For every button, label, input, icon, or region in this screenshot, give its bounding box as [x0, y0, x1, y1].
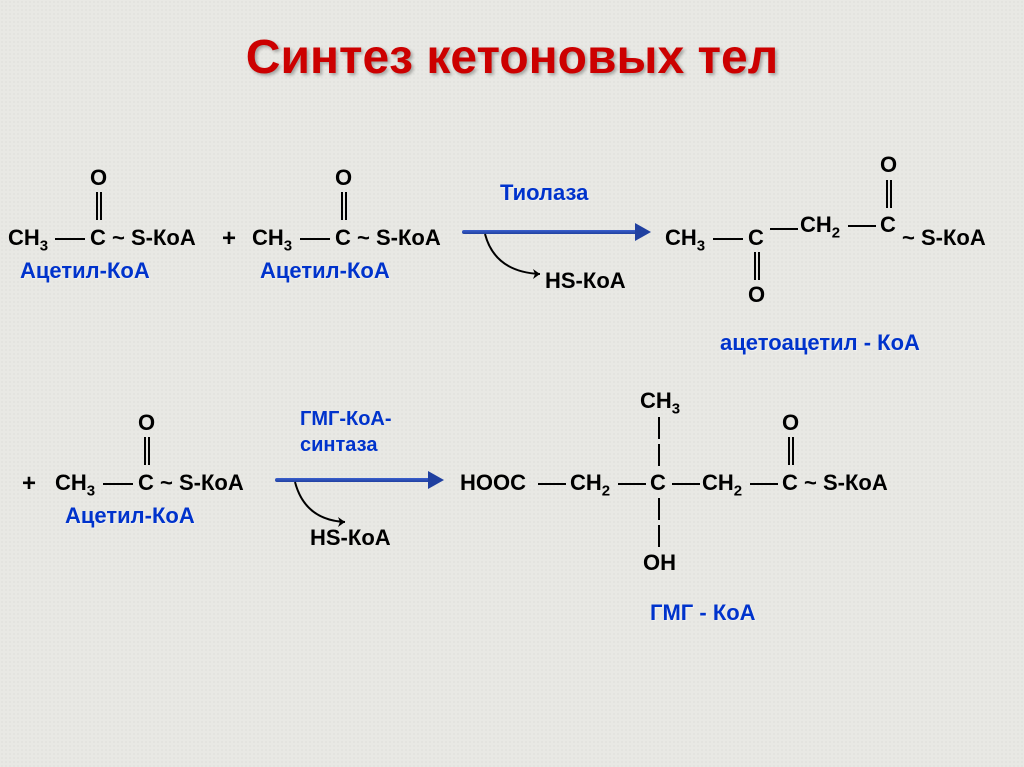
bond [618, 483, 646, 485]
bond [538, 483, 566, 485]
r1m1-ch3: CH3 [8, 225, 48, 254]
r2-curve [290, 480, 370, 530]
r2m-skoa: ~ S-КоА [160, 470, 244, 496]
r1p-skoa: ~ S-КоА [902, 225, 986, 251]
bond [658, 498, 660, 520]
bond [103, 483, 133, 485]
dbond [886, 180, 892, 208]
r1m1-o: O [90, 165, 107, 191]
r2p-ch2b: CH2 [702, 470, 742, 499]
r2p-hooc: HOOC [460, 470, 526, 496]
dbond [754, 252, 760, 280]
bond [55, 238, 85, 240]
dbond [341, 192, 347, 220]
r2m-c: C [138, 470, 154, 496]
r1m2-c: C [335, 225, 351, 251]
r2m-ch3: CH3 [55, 470, 95, 499]
r2p-ch2a: CH2 [570, 470, 610, 499]
bond [300, 238, 330, 240]
r2-byproduct: HS-КоА [310, 525, 391, 551]
r1p-label: ацетоацетил - КоА [720, 330, 920, 356]
r2m-o: O [138, 410, 155, 436]
r1m2-ch3: CH3 [252, 225, 292, 254]
r1m2-o: O [335, 165, 352, 191]
r2p-ch3top: CH3 [640, 388, 680, 417]
r1p-ch3: CH3 [665, 225, 705, 254]
r2p-oh: OH [643, 550, 676, 576]
slide-title: Синтез кетоновых тел [0, 30, 1024, 85]
r2p-c2: C [782, 470, 798, 496]
r2p-label: ГМГ - КоА [650, 600, 756, 626]
r1-enzyme: Тиолаза [500, 180, 588, 206]
r1m2-skoa: ~ S-КоА [357, 225, 441, 251]
r1-plus: + [222, 225, 236, 253]
dbond [96, 192, 102, 220]
r2-enzyme-l1: ГМГ-КоА- [300, 408, 392, 431]
bond [848, 225, 876, 227]
r2-plus: + [22, 470, 36, 498]
dbond [144, 437, 150, 465]
bond [713, 238, 743, 240]
r1m1-label: Ацетил-КоА [20, 258, 150, 284]
r1p-o1: O [748, 282, 765, 308]
dbond [788, 437, 794, 465]
r2p-o2: O [782, 410, 799, 436]
r1p-c2: C [880, 212, 896, 238]
r1m2-label: Ацетил-КоА [260, 258, 390, 284]
r1p-o2: O [880, 152, 897, 178]
bond [672, 483, 700, 485]
r1m1-skoa: ~ S-КоА [112, 225, 196, 251]
r2p-c: C [650, 470, 666, 496]
bond [770, 228, 798, 230]
r1m1-c: C [90, 225, 106, 251]
r1p-c1: C [748, 225, 764, 251]
bond [750, 483, 778, 485]
r2m-label: Ацетил-КоА [65, 503, 195, 529]
bond [658, 417, 660, 439]
bond [658, 444, 660, 466]
r1p-ch2: CH2 [800, 212, 840, 241]
r2-enzyme-l2: синтаза [300, 434, 377, 457]
r2p-skoa: ~ S-КоА [804, 470, 888, 496]
bond [658, 525, 660, 547]
r1-byproduct: HS-КоА [545, 268, 626, 294]
